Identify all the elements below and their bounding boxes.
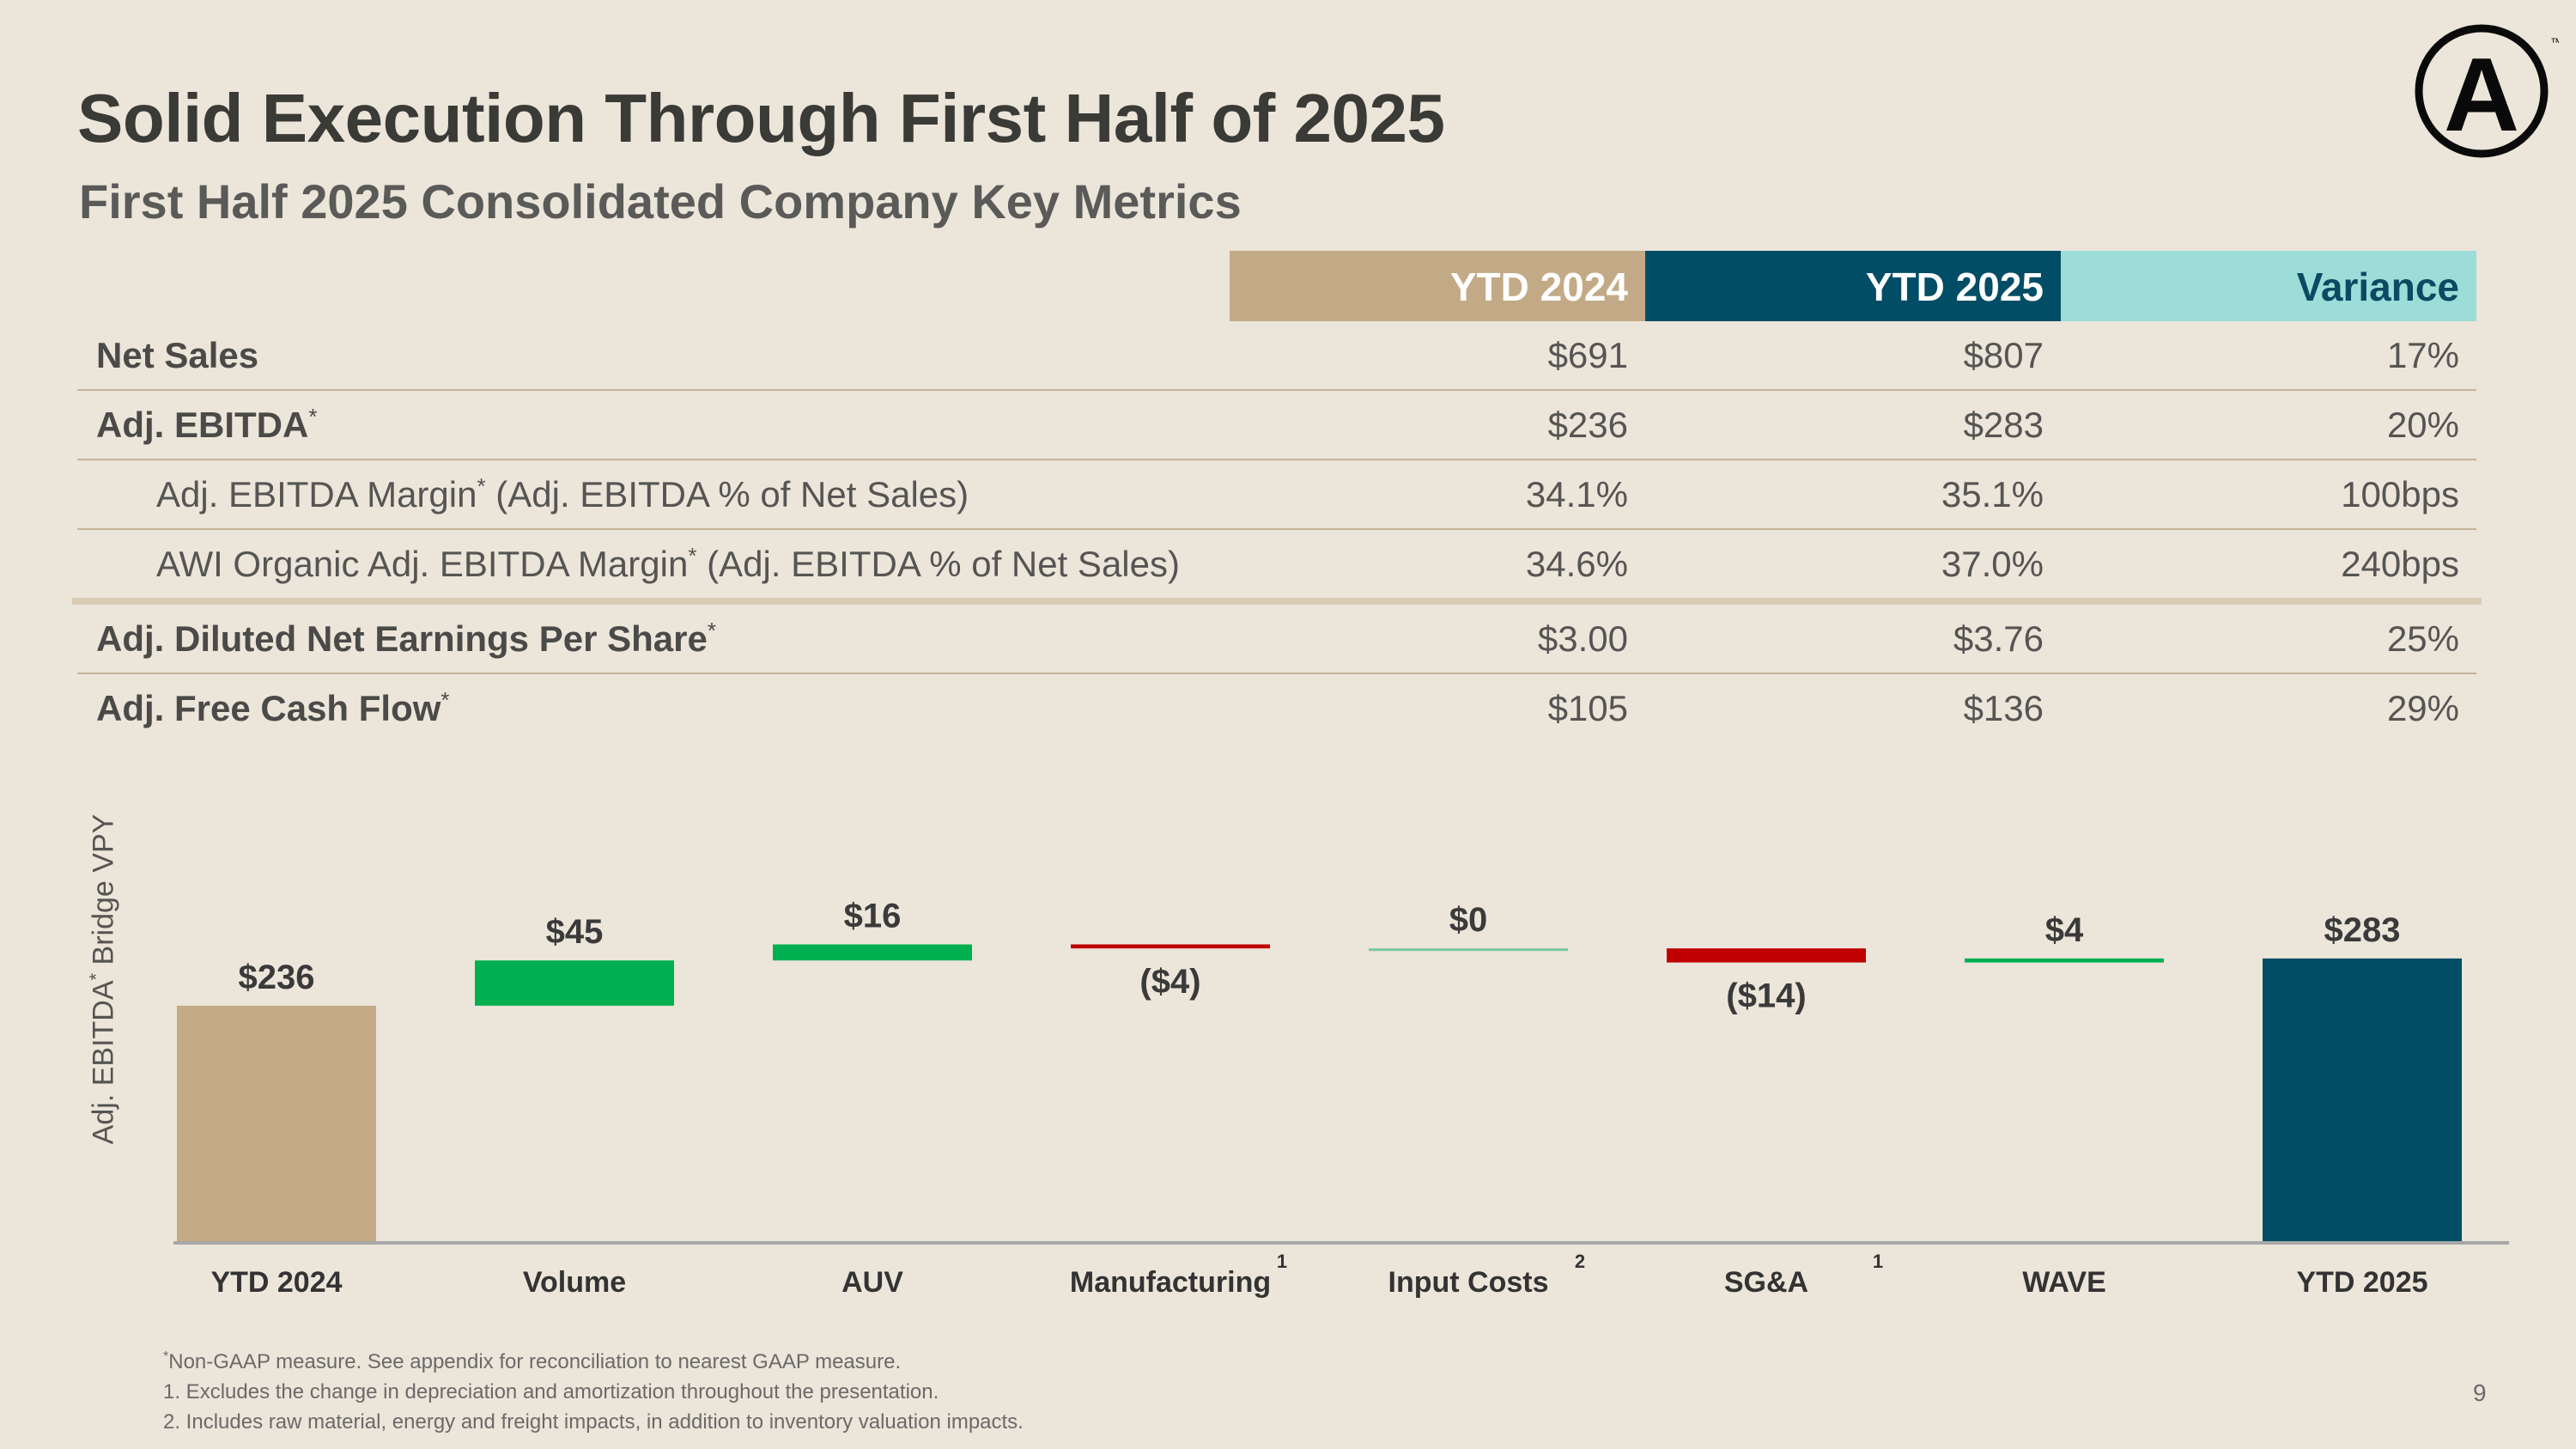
table-row-organic-ebitda-margin: AWI Organic Adj. EBITDA Margin* (Adj. EB… [72,530,2482,605]
row-label: Adj. EBITDA* [96,404,318,445]
data-label-auv: $16 [844,898,902,935]
category-label-input-costs: Input Costs [1388,1266,1549,1299]
footnote-non-gaap: *Non-GAAP measure. See appendix for reco… [163,1349,902,1373]
row-label: Adj. Free Cash Flow* [96,687,450,728]
data-label-ytd-2024: $236 [239,959,315,996]
footnote-2: 2. Includes raw material, energy and fre… [163,1410,1024,1434]
value-ytd-2025: $3.76 [1953,618,2044,659]
page-number: 9 [2473,1379,2487,1406]
bar-ytd-2025 [2263,958,2462,1243]
category-footnote-manufacturing: 1 [1277,1251,1287,1272]
data-label-ytd-2025: $283 [2324,911,2401,949]
slide-title: Solid Execution Through First Half of 20… [77,80,1445,156]
bar-input-costs [1369,948,1568,952]
value-variance: 17% [2386,335,2459,375]
category-label-sg-a: SG&A [1724,1266,1808,1299]
value-variance: 100bps [2341,474,2459,514]
category-label-wave: WAVE [2022,1266,2106,1299]
data-label-volume: $45 [546,913,604,951]
armstrong-logo-icon: A ™ [2415,24,2559,158]
value-ytd-2025: 37.0% [1941,544,2044,584]
category-label-ytd-2024: YTD 2024 [210,1266,342,1299]
footnotes: *Non-GAAP measure. See appendix for reco… [163,1342,1024,1437]
bar-sg-a [1667,948,1866,963]
bar-ytd-2024 [177,1005,376,1243]
category-footnote-input-costs: 2 [1575,1251,1585,1272]
bar-auv [773,944,972,961]
slide-subtitle: First Half 2025 Consolidated Company Key… [79,174,1242,228]
value-ytd-2025: $283 [1963,405,2044,445]
value-ytd-2024: 34.6% [1525,544,1628,584]
value-ytd-2024: $3.00 [1537,618,1628,659]
row-label: Adj. EBITDA Margin* (Adj. EBITDA % of Ne… [156,473,969,514]
bar-wave [1965,958,2164,963]
category-footnote-sg-a: 1 [1873,1251,1883,1272]
row-label: Adj. Diluted Net Earnings Per Share* [96,618,716,659]
value-variance: 240bps [2341,544,2459,584]
value-ytd-2024: $236 [1547,405,1628,445]
table-row-adj-ebitda-margin: Adj. EBITDA Margin* (Adj. EBITDA % of Ne… [77,460,2476,530]
key-metrics-table: YTD 2024 YTD 2025 Variance Net Sales $69… [72,251,2482,742]
row-label: AWI Organic Adj. EBITDA Margin* (Adj. EB… [156,543,1180,584]
value-variance: 25% [2386,618,2459,659]
table-row-net-sales: Net Sales $691 $807 17% [77,321,2476,391]
table-row-adj-ebitda: Adj. EBITDA* $236 $283 20% [77,391,2476,460]
data-label-sg-a: ($14) [1726,977,1806,1015]
value-ytd-2025: 35.1% [1941,474,2044,514]
data-label-input-costs: $0 [1449,901,1488,939]
table-row-adj-free-cash-flow: Adj. Free Cash Flow* $105 $136 29% [77,674,2476,742]
header-ytd-2025: YTD 2025 [1645,251,2061,321]
table-header: YTD 2024 YTD 2025 Variance [77,251,2476,321]
value-ytd-2024: $691 [1547,335,1628,375]
value-ytd-2024: $105 [1547,688,1628,728]
value-ytd-2025: $807 [1963,335,2044,375]
value-ytd-2024: 34.1% [1525,474,1628,514]
bar-manufacturing [1071,944,1270,949]
category-label-ytd-2025: YTD 2025 [2296,1266,2427,1299]
row-label: Net Sales [96,335,259,375]
table-row-adj-diluted-eps: Adj. Diluted Net Earnings Per Share* $3.… [77,605,2476,674]
value-variance: 20% [2386,405,2459,445]
logo-trademark: ™ [2550,35,2559,49]
category-label-manufacturing: Manufacturing [1070,1266,1271,1299]
category-label-auv: AUV [841,1266,903,1299]
value-variance: 29% [2386,688,2459,728]
category-label-volume: Volume [523,1266,626,1299]
footnote-1: 1. Excludes the change in depreciation a… [163,1380,939,1403]
data-label-wave: $4 [2045,911,2084,949]
header-variance: Variance [2061,251,2476,321]
header-ytd-2024: YTD 2024 [1230,251,1645,321]
logo-letter: A [2444,36,2519,153]
value-ytd-2025: $136 [1963,688,2044,728]
bar-volume [475,960,674,1006]
data-label-manufacturing: ($4) [1139,963,1200,1001]
